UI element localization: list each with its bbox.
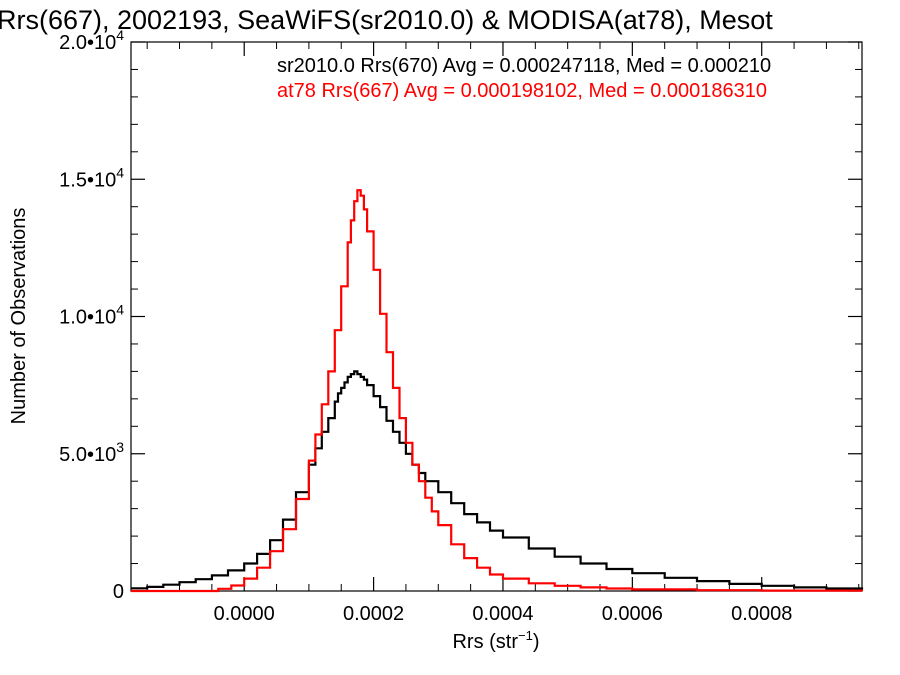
y-tick-mantissa: 1.5•10	[59, 169, 116, 191]
x-tick-label: 0.0004	[472, 603, 533, 625]
series-line-1	[131, 189, 864, 593]
x-axis-label: Rrs (str−1)	[452, 628, 539, 653]
y-tick-mantissa: 5.0•10	[59, 444, 116, 466]
series-layer	[131, 189, 864, 593]
y-tick-exponent: 4	[116, 164, 124, 180]
plot-frame	[130, 41, 863, 592]
y-tick-label: 1.5•104	[59, 164, 124, 191]
x-tick-label: 0.0008	[731, 603, 792, 625]
y-tick-exponent: 4	[116, 302, 124, 318]
x-tick-label: 0.0006	[602, 603, 663, 625]
y-tick-mantissa: 0	[113, 581, 124, 603]
y-axis-label: Number of Observations	[8, 208, 30, 425]
x-axis-label-main: Rrs (str	[452, 631, 518, 653]
y-tick-label: 5.0•103	[59, 439, 124, 466]
y-tick-mantissa: 1.0•10	[59, 307, 116, 329]
y-tick-label: 2.0•104	[59, 27, 124, 54]
y-tick-exponent: 3	[116, 439, 124, 455]
chart-title: Rrs(667), 2002193, SeaWiFS(sr2010.0) & M…	[0, 5, 773, 35]
y-tick-label: 1.0•104	[59, 302, 124, 329]
annotation-sr2010: sr2010.0 Rrs(670) Avg = 0.000247118, Med…	[277, 55, 771, 77]
y-tick-mantissa: 2.0•10	[59, 32, 116, 54]
y-tick-exponent: 4	[116, 27, 124, 43]
annotation-at78: at78 Rrs(667) Avg = 0.000198102, Med = 0…	[277, 80, 767, 102]
y-tick-label: 0	[113, 581, 124, 603]
x-axis: 0.0000 0.0002 0.0004 0.0006 0.0008	[146, 42, 860, 625]
x-tick-label: 0.0002	[343, 603, 404, 625]
x-axis-label-close: )	[533, 631, 540, 653]
x-axis-label-exponent: −1	[518, 628, 533, 643]
series-line-0	[131, 370, 864, 590]
x-tick-label: 0.0000	[214, 603, 275, 625]
